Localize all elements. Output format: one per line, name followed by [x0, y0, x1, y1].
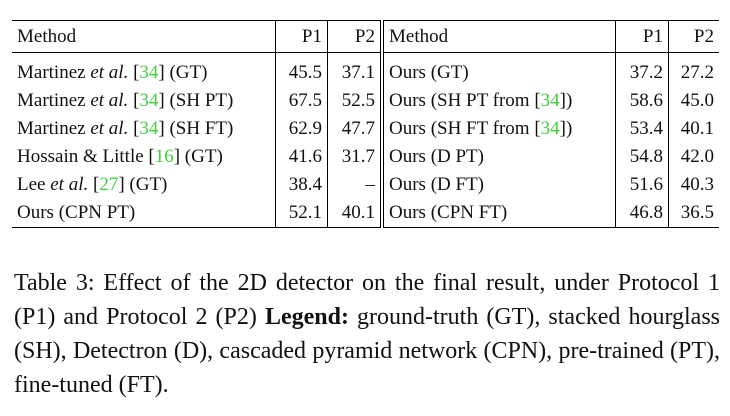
- text: Hossain & Little [: [17, 146, 155, 167]
- method-cell: Hossain & Little [16] (GT): [12, 143, 276, 171]
- method-cell: Martinez et al. [34] (SH PT): [12, 87, 276, 115]
- row: Hossain & Little [16] (GT) 41.6 31.7 Our…: [12, 143, 719, 171]
- text: Ours (SH FT from [: [389, 118, 541, 139]
- results-table: Method P1 P2 Method P1 P2 Martinez et al…: [12, 20, 719, 228]
- header-cell: P1: [275, 20, 328, 53]
- text: [: [128, 62, 140, 83]
- legend-text: ground-truth (GT), stacked hourglass (SH…: [14, 304, 721, 398]
- text: Ours (CPN FT): [389, 202, 508, 223]
- header-cell: Method: [12, 20, 276, 53]
- method-cell: Ours (CPN FT): [382, 199, 616, 228]
- header-cell: P2: [668, 20, 719, 53]
- citation[interactable]: 34: [139, 90, 159, 111]
- header-cell: P2: [327, 20, 384, 53]
- text: Ours (GT): [389, 62, 469, 83]
- cell: 62.9: [275, 115, 328, 143]
- text: Ours (SH PT from [: [389, 90, 541, 111]
- cell: 36.5: [680, 202, 714, 223]
- header-cell: P1: [615, 20, 669, 53]
- row: Ours (CPN PT) 52.1 40.1 Ours (CPN FT) 46…: [12, 199, 719, 228]
- caption-text: Table 3: Effect of the 2D detector on th…: [14, 270, 720, 330]
- text: [: [128, 118, 140, 139]
- text: Martinez: [17, 62, 91, 83]
- citation[interactable]: 34: [139, 118, 159, 139]
- text: Ours (D FT): [389, 174, 484, 195]
- header-cell: Method: [382, 20, 616, 53]
- method-cell: Ours (CPN PT): [12, 199, 276, 228]
- text: [: [128, 90, 140, 111]
- method-cell: Ours (SH PT from [34]): [382, 87, 616, 115]
- cell: 45.0: [680, 90, 714, 111]
- cell: 52.1: [275, 199, 328, 228]
- citation[interactable]: 16: [154, 146, 174, 167]
- text: Ours (CPN PT): [17, 202, 136, 223]
- cell: 41.6: [275, 143, 328, 171]
- method-cell: Ours (D PT): [382, 143, 616, 171]
- text: ] (GT): [158, 62, 208, 83]
- citation[interactable]: 34: [540, 118, 560, 139]
- text: ]): [559, 90, 573, 111]
- cell: 53.4: [615, 115, 669, 143]
- cell: 54.8: [615, 143, 669, 171]
- text: et al.: [90, 118, 129, 139]
- text: ] (GT): [173, 146, 223, 167]
- citation[interactable]: 34: [139, 62, 159, 83]
- cell: 38.4: [275, 171, 328, 199]
- method-cell: Ours (SH FT from [34]): [382, 115, 616, 143]
- header-row: Method P1 P2 Method P1 P2: [12, 20, 719, 53]
- cell: 42.0: [680, 146, 714, 167]
- text: ] (SH FT): [158, 118, 234, 139]
- text: Martinez: [17, 90, 91, 111]
- cell: 37.2: [615, 52, 669, 87]
- legend-label: Legend:: [264, 304, 349, 330]
- cell: –: [327, 171, 384, 199]
- cell: 40.1: [680, 118, 714, 139]
- method-cell: Lee et al. [27] (GT): [12, 171, 276, 199]
- method-cell: Ours (D FT): [382, 171, 616, 199]
- cell: 31.7: [327, 143, 384, 171]
- text: Ours (D PT): [389, 146, 484, 167]
- cell: 37.1: [327, 52, 384, 87]
- cell: 45.5: [275, 52, 328, 87]
- citation[interactable]: 34: [540, 90, 560, 111]
- method-cell: Martinez et al. [34] (GT): [12, 52, 276, 87]
- cell: 40.3: [680, 174, 714, 195]
- method-cell: Ours (GT): [382, 52, 616, 87]
- citation[interactable]: 27: [99, 174, 119, 195]
- text: et al.: [50, 174, 89, 195]
- caption: Table 3: Effect of the 2D detector on th…: [14, 266, 720, 402]
- row: Lee et al. [27] (GT) 38.4 – Ours (D FT) …: [12, 171, 719, 199]
- cell: 47.7: [327, 115, 384, 143]
- cell: 58.6: [615, 87, 669, 115]
- text: ] (SH PT): [158, 90, 234, 111]
- cell: 40.1: [327, 199, 384, 228]
- row: Martinez et al. [34] (SH FT) 62.9 47.7 O…: [12, 115, 719, 143]
- text: ] (GT): [118, 174, 168, 195]
- cell: 52.5: [327, 87, 384, 115]
- row: Martinez et al. [34] (GT) 45.5 37.1 Ours…: [12, 52, 719, 87]
- text: Martinez: [17, 118, 91, 139]
- cell: 27.2: [680, 62, 714, 83]
- cell: 46.8: [615, 199, 669, 228]
- row: Martinez et al. [34] (SH PT) 67.5 52.5 O…: [12, 87, 719, 115]
- text: ]): [559, 118, 573, 139]
- text: et al.: [90, 90, 129, 111]
- cell: 51.6: [615, 171, 669, 199]
- method-cell: Martinez et al. [34] (SH FT): [12, 115, 276, 143]
- text: et al.: [90, 62, 129, 83]
- cell: 67.5: [275, 87, 328, 115]
- text: Lee: [17, 174, 51, 195]
- text: [: [88, 174, 100, 195]
